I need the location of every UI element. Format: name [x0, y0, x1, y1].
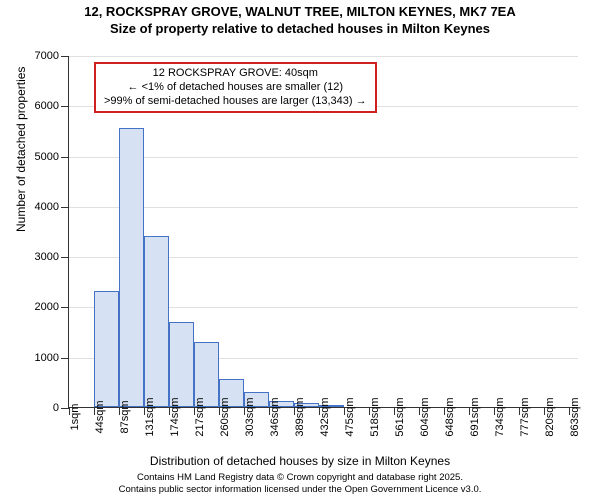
annotation-line1: 12 ROCKSPRAY GROVE: 40sqm [104, 67, 367, 81]
x-tick-label: 863sqm [569, 397, 581, 436]
annotation-box: 12 ROCKSPRAY GROVE: 40sqm← <1% of detach… [94, 62, 377, 113]
y-tick-label: 4000 [35, 201, 59, 213]
y-axis-title: Number of detached properties [14, 67, 28, 232]
y-tick-label: 7000 [35, 50, 59, 62]
grid-line [69, 207, 578, 208]
x-tick-label: 87sqm [119, 400, 131, 433]
y-tick [61, 358, 69, 359]
y-tick [61, 307, 69, 308]
annotation-line3: >99% of semi-detached houses are larger … [104, 95, 367, 109]
x-tick-label: 777sqm [519, 397, 531, 436]
histogram-bar [169, 322, 194, 407]
x-tick-label: 389sqm [294, 397, 306, 436]
histogram-bar [94, 291, 119, 407]
x-tick-label: 44sqm [94, 400, 106, 433]
grid-line [69, 157, 578, 158]
x-tick-label: 260sqm [219, 397, 231, 436]
x-tick-label: 561sqm [394, 397, 406, 436]
x-tick-label: 303sqm [244, 397, 256, 436]
x-tick-label: 734sqm [494, 397, 506, 436]
x-axis-title: Distribution of detached houses by size … [0, 454, 600, 468]
histogram-bar [144, 236, 169, 407]
x-tick-label: 820sqm [544, 397, 556, 436]
x-tick-label: 691sqm [469, 397, 481, 436]
grid-line [69, 56, 578, 57]
x-tick-label: 174sqm [169, 397, 181, 436]
x-tick-label: 1sqm [69, 404, 81, 431]
y-tick-label: 5000 [35, 151, 59, 163]
footer-line2: Contains public sector information licen… [0, 484, 600, 496]
y-tick [61, 257, 69, 258]
y-tick-label: 3000 [35, 251, 59, 263]
footer-attribution: Contains HM Land Registry data © Crown c… [0, 472, 600, 496]
y-tick-label: 0 [53, 402, 59, 414]
x-tick-label: 604sqm [419, 397, 431, 436]
x-tick-label: 432sqm [319, 397, 331, 436]
y-tick-label: 6000 [35, 100, 59, 112]
title-line2: Size of property relative to detached ho… [0, 21, 600, 38]
annotation-line2: ← <1% of detached houses are smaller (12… [104, 81, 367, 95]
x-tick-label: 475sqm [344, 397, 356, 436]
y-tick [61, 207, 69, 208]
y-tick [61, 56, 69, 57]
x-tick-label: 346sqm [269, 397, 281, 436]
title-line1: 12, ROCKSPRAY GROVE, WALNUT TREE, MILTON… [0, 4, 600, 21]
y-tick [61, 106, 69, 107]
y-tick [61, 157, 69, 158]
x-tick-label: 131sqm [144, 397, 156, 436]
x-tick-label: 217sqm [194, 397, 206, 436]
footer-line1: Contains HM Land Registry data © Crown c… [0, 472, 600, 484]
y-tick-label: 2000 [35, 301, 59, 313]
y-tick [61, 408, 69, 409]
chart-title: 12, ROCKSPRAY GROVE, WALNUT TREE, MILTON… [0, 0, 600, 38]
y-tick-label: 1000 [35, 352, 59, 364]
x-tick-label: 518sqm [369, 397, 381, 436]
x-tick-label: 648sqm [444, 397, 456, 436]
histogram-bar [119, 128, 144, 407]
